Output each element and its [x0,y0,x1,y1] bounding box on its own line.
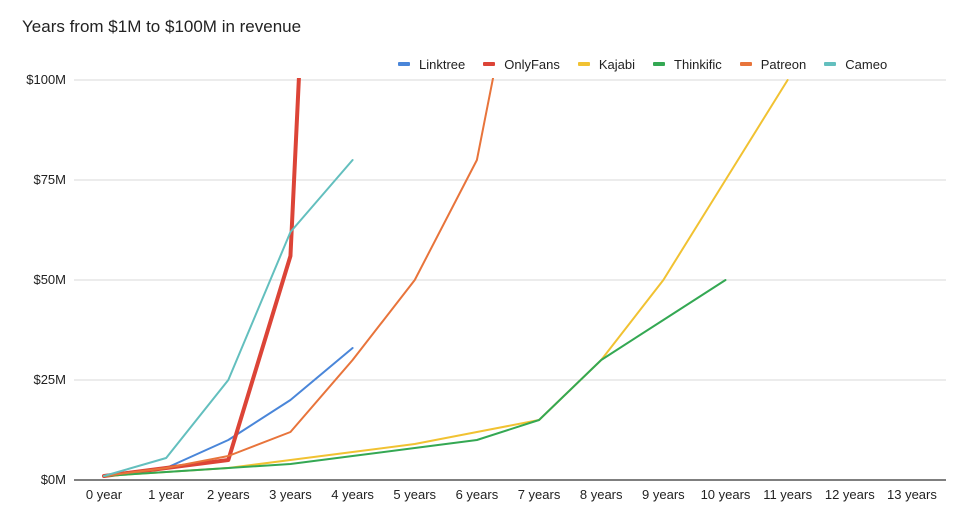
grid-lines [74,79,946,381]
chart-title: Years from $1M to $100M in revenue [22,17,302,36]
series-line-kajabi [103,79,789,477]
legend-item-kajabi: Kajabi [577,56,636,72]
y-tick-label: $100M [26,72,66,87]
legend-swatch [653,62,666,66]
legend-label: Cameo [845,56,888,72]
legend-item-patreon: Patreon [739,56,807,72]
x-tick-label: 1 year [148,487,185,502]
legend-item-onlyfans: OnlyFans [483,57,560,72]
legend-item-thinkific: Thinkific [653,57,722,72]
legend-swatch [577,62,590,66]
legend-label: Kajabi [598,56,636,72]
x-tick-label: 2 years [207,487,250,502]
legend-label: Linktree [419,56,466,72]
x-tick-label: 8 years [580,487,623,502]
x-tick-label: 7 years [518,487,561,502]
tick-labels: $0M $25M $50M $75M $100M 0 year 1 year 2 years 3… [26,72,937,502]
y-tick-label: $25M [33,372,66,387]
y-tick-label: $0M [41,472,66,487]
x-tick-label: 6 years [456,487,499,502]
legend-swatch [739,62,752,66]
x-tick-label: 13 years [887,487,937,502]
legend-label: OnlyFans [504,56,560,72]
x-tick-label: 3 years [269,487,312,502]
series-lines [102,78,789,478]
x-tick-label: 10 years [701,487,751,502]
chart-legend: Linktree OnlyFans Kajabi Thinkific Patreon Ca… [398,55,887,73]
y-tick-label: $75M [33,172,66,187]
legend-item-cameo: Cameo [824,57,887,72]
legend-swatch [483,62,496,66]
x-tick-label: 11 years [763,487,812,502]
series-line-patreon [103,78,495,477]
x-tick-label: 0 year [86,487,123,502]
x-tick-label: 4 years [331,487,374,502]
legend-label: Patreon [760,56,807,72]
legend-swatch [824,62,837,66]
legend-item-linktree: Linktree [398,57,465,72]
x-tick-label: 9 years [642,487,685,502]
y-tick-label: $50M [33,272,66,287]
series-line-cameo [103,159,354,477]
x-tick-label: 12 years [825,487,875,502]
series-line-thinkific [103,279,727,477]
legend-swatch [398,62,410,66]
x-tick-label: 5 years [393,487,436,502]
legend-label: Thinkific [674,56,722,72]
